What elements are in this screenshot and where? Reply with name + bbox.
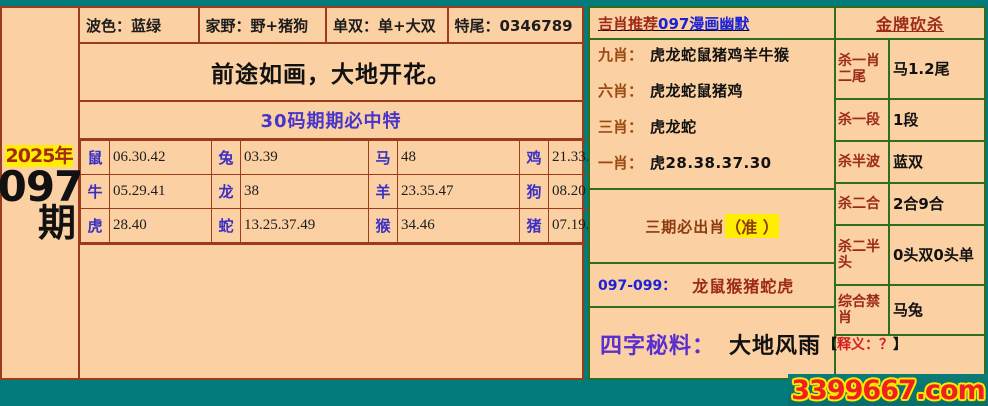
- zodiac-name: 蛇: [211, 208, 241, 243]
- list-item: 三肖： 虎龙蛇: [590, 116, 834, 152]
- table-row: 杀一段 1段: [836, 100, 984, 142]
- table-row: 杀一肖二尾 马1.2尾: [836, 40, 984, 100]
- kill-label: 杀一段: [836, 100, 890, 140]
- xiao-value: 虎龙蛇鼠猪鸡: [650, 82, 744, 100]
- note-explain-text[interactable]: 释义：？: [837, 337, 894, 353]
- attr-cell-danshuang: 单双：单+大双: [327, 8, 449, 42]
- note-close-bracket: 】: [893, 337, 908, 353]
- list-item: 六肖： 虎龙蛇鼠猪鸡: [590, 80, 834, 116]
- kill-value: 马1.2尾: [893, 59, 950, 78]
- table-row: 综合禁肖 马兔: [836, 286, 984, 336]
- kill-label: 综合禁肖: [836, 286, 890, 334]
- zodiac-name: 鸡: [519, 140, 549, 175]
- three-period-banner: 三期必出肖 （准 ）: [590, 190, 834, 264]
- attribute-header-row: 波色：蓝绿 家野：野+猪狗 单双：单+大双 特尾：0346789: [80, 8, 582, 44]
- xiao-label: 六肖：: [598, 82, 644, 100]
- site-watermark: 3399667.com: [788, 374, 988, 406]
- xiao-label: 一肖：: [598, 154, 644, 172]
- recommend-column: 九肖： 虎龙蛇鼠猪鸡羊牛猴 六肖： 虎龙蛇鼠猪鸡 三肖： 虎龙蛇 一肖： 虎28…: [590, 40, 907, 380]
- kill-value: 马兔: [893, 300, 924, 319]
- zodiac-numbers: 34.46: [397, 208, 520, 243]
- subtitle-row: 30码期期必中特: [80, 102, 582, 140]
- subtitle-text: 30码期期必中特: [260, 111, 402, 132]
- xiao-value: 虎28.38.37.30: [650, 154, 772, 172]
- zodiac-name: 牛: [80, 174, 110, 209]
- kill-label: 杀一肖二尾: [836, 40, 890, 98]
- kill-label: 杀二合: [836, 184, 890, 224]
- kill-value: 0头双0头单: [893, 245, 974, 264]
- table-row: 杀半波 蓝双: [836, 142, 984, 184]
- gold-kill-title-cell: 金牌砍杀: [836, 8, 984, 38]
- note-open-bracket: 【: [823, 337, 838, 353]
- zodiac-name: 狗: [519, 174, 549, 209]
- recommend-title-link-text[interactable]: 097漫画幽默: [658, 14, 750, 33]
- attr-cell-tewei: 特尾：0346789: [454, 16, 573, 35]
- left-panel: 2025年 097 期 波色：蓝绿 家野：野+猪狗 单双：单+大双 特尾：034…: [0, 6, 681, 380]
- period-year: 2025年: [4, 144, 74, 167]
- zodiac-name: 猴: [368, 208, 398, 243]
- right-panel-header: 吉肖推荐097漫画幽默 金牌砍杀: [590, 8, 984, 40]
- kill-value: 2合9合: [893, 194, 944, 213]
- slogan-text: 前途如画，大地开花。: [211, 62, 451, 88]
- zodiac-name: 兔: [211, 140, 241, 175]
- watermark-text: 3399667.com: [791, 374, 985, 406]
- gold-kill-column: 杀一肖二尾 马1.2尾 杀一段 1段 杀半波 蓝双 杀二合 2合9合 杀二半头: [836, 40, 984, 380]
- list-item: 九肖： 虎龙蛇鼠猪鸡羊牛猴: [590, 44, 834, 80]
- three-period-label: 三期必出肖: [645, 217, 726, 236]
- table-row: 杀二半头 0头双0头单: [836, 226, 984, 286]
- zodiac-name: 马: [368, 140, 398, 175]
- recommend-title-prefix: 吉肖推荐: [598, 14, 659, 33]
- xiao-label: 九肖：: [598, 46, 644, 64]
- zodiac-name: 龙: [211, 174, 241, 209]
- four-char-value: 大地风雨: [729, 334, 822, 359]
- recommend-title-cell[interactable]: 吉肖推荐097漫画幽默: [590, 8, 836, 38]
- attr-cell-jiaye: 家野：野+猪狗: [200, 8, 328, 42]
- kill-label: 杀二半头: [836, 226, 890, 284]
- prediction-range: 097-099：: [598, 278, 677, 294]
- gold-kill-title: 金牌砍杀: [875, 15, 944, 34]
- xiao-label: 三肖：: [598, 118, 644, 136]
- zodiac-name: 鼠: [80, 140, 110, 175]
- zodiac-numbers: 13.25.37.49: [240, 208, 369, 243]
- xiao-value: 虎龙蛇: [650, 118, 697, 136]
- right-panel-body: 九肖： 虎龙蛇鼠猪鸡羊牛猴 六肖： 虎龙蛇鼠猪鸡 三肖： 虎龙蛇 一肖： 虎28…: [590, 40, 984, 380]
- table-row: 鼠 06.30.42 兔 03.39 马 48 鸡 21.33.45: [80, 140, 681, 175]
- three-period-badge: （准 ）: [725, 214, 779, 238]
- zodiac-numbers: 05.29.41: [109, 174, 212, 209]
- kill-value: 蓝双: [893, 152, 924, 171]
- zodiac-numbers: 38: [240, 174, 369, 209]
- xiao-list: 九肖： 虎龙蛇鼠猪鸡羊牛猴 六肖： 虎龙蛇鼠猪鸡 三肖： 虎龙蛇 一肖： 虎28…: [590, 40, 834, 190]
- attr-cell-bose: 波色：蓝绿: [80, 8, 200, 42]
- period-box: 2025年 097 期: [0, 8, 83, 378]
- four-char-label: 四字秘料：: [600, 334, 716, 359]
- list-item: 一肖： 虎28.38.37.30: [590, 152, 834, 188]
- table-row: 杀二合 2合9合: [836, 184, 984, 226]
- prediction-value: 龙鼠猴猪蛇虎: [692, 277, 795, 296]
- left-panel-grid: 2025年 097 期 波色：蓝绿 家野：野+猪狗 单双：单+大双 特尾：034…: [0, 8, 681, 378]
- kill-value: 1段: [893, 110, 919, 129]
- kill-label: 杀半波: [836, 142, 890, 182]
- period-qi-label: 期: [37, 200, 76, 245]
- zodiac-numbers: 03.39: [240, 140, 369, 175]
- period-number: 097: [0, 161, 83, 211]
- zodiac-numbers: 06.30.42: [109, 140, 212, 175]
- zodiac-numbers: 23.35.47: [397, 174, 520, 209]
- xiao-value: 虎龙蛇鼠猪鸡羊牛猴: [650, 46, 790, 64]
- four-char-row: 四字秘料： 大地风雨 【释义：？】: [590, 308, 907, 380]
- left-panel-content: 波色：蓝绿 家野：野+猪狗 单双：单+大双 特尾：0346789 前途如画，大地…: [80, 8, 681, 378]
- zodiac-numbers: 48: [397, 140, 520, 175]
- zodiac-name: 羊: [368, 174, 398, 209]
- zodiac-name: 虎: [80, 208, 110, 243]
- prediction-row: 097-099： 龙鼠猴猪蛇虎: [590, 264, 834, 308]
- right-panel: 吉肖推荐097漫画幽默 金牌砍杀 九肖： 虎龙蛇鼠猪鸡羊牛猴 六肖： 虎龙蛇鼠猪…: [588, 6, 986, 380]
- empty-filler-row: [80, 243, 582, 345]
- zodiac-name: 猪: [519, 208, 549, 243]
- four-char-note[interactable]: 【释义：？】: [823, 334, 907, 354]
- zodiac-numbers: 28.40: [109, 208, 212, 243]
- recommend-title-link[interactable]: 吉肖推荐097漫画幽默: [598, 13, 749, 34]
- slogan-row: 前途如画，大地开花。: [80, 44, 582, 102]
